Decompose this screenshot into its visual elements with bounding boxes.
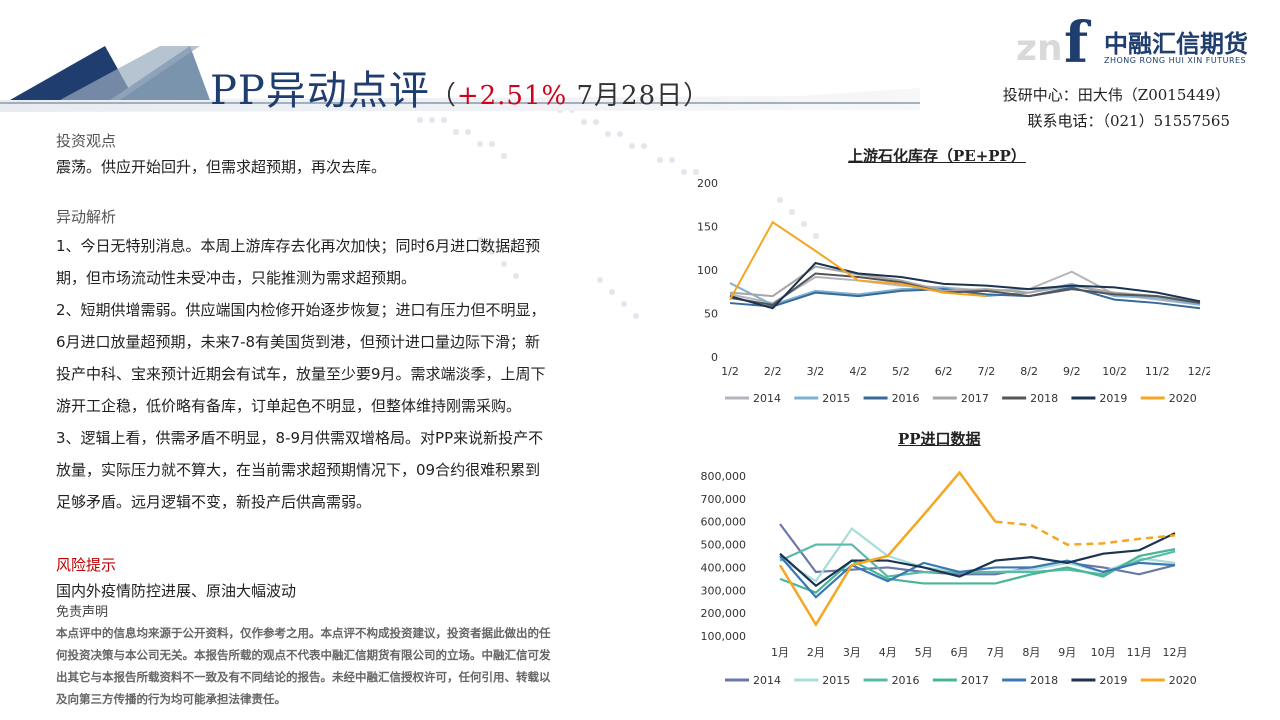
x-tick-label: 11/2 xyxy=(1145,365,1170,378)
commentary-column: 投资观点 震荡。供应开始回升，但需求超预期，再次去库。 异动解析 1、今日无特别… xyxy=(56,128,626,710)
x-tick-label: 6月 xyxy=(951,646,969,659)
x-tick-label: 1月 xyxy=(771,646,789,659)
phone-line: 联系电话：（021）51557565 xyxy=(1027,112,1230,130)
legend-label-2019: 2019 xyxy=(1099,674,1127,687)
logo-mark-f: f xyxy=(1064,10,1089,76)
analyst-line: 投研中心：田大伟（Z0015449） xyxy=(1002,86,1230,104)
x-tick-label: 3/2 xyxy=(807,365,825,378)
legend-label-2017: 2017 xyxy=(961,674,989,687)
analysis-line: 足够矛盾。远月逻辑不变，新投产后供高需弱。 xyxy=(56,493,372,511)
imports-line-chart: 100,000 200,000 300,000 400,000 500,000 600,0… xyxy=(701,470,1197,687)
series-line-2019 xyxy=(729,261,1201,310)
series-line-2019 xyxy=(779,532,1176,588)
analysis-line: 3、逻辑上看，供需矛盾不明显，8-9月供需双增格局。对PP来说新投产不 xyxy=(56,429,544,447)
disclaimer-line: 出其它与本报告所载资料不一致及有不同结论的报告。未经中融汇信授权许可，任何引用、… xyxy=(56,670,551,684)
x-tick-label: 8月 xyxy=(1022,646,1040,659)
view-heading: 投资观点 xyxy=(56,132,117,150)
disclaimer-line: 何投资决策与本公司无关。本报告所载的观点不代表中融汇信期货有限公司的立场。中融汇… xyxy=(56,648,551,662)
header-banner xyxy=(0,46,920,112)
analysis-line: 投产中科、宝来预计近期会有试车，放量至少要9月。需求端淡季，上周下 xyxy=(56,365,546,383)
chart-title-imports: PP进口数据 xyxy=(898,430,981,448)
contact-info: 投研中心：田大伟（Z0015449） 联系电话：（021）51557565 xyxy=(1003,82,1230,134)
analysis-line: 6月进口放量超预期，未来7-8有美国货到港，但预计进口量边际下滑；新 xyxy=(56,333,541,351)
page-title: PP异动点评（+2.51% 7月28日） xyxy=(210,58,710,116)
risk-heading: 风险提示 xyxy=(56,556,117,574)
x-tick-label: 5月 xyxy=(915,646,933,659)
logo-chinese-name: 中融汇信期货 xyxy=(1104,30,1248,58)
x-tick-label: 5/2 xyxy=(892,365,910,378)
analysis-line: 1、今日无特别消息。本周上游库存去化再次加快；同时6月进口数据超预 xyxy=(56,237,541,255)
y-tick-label: 300,000 xyxy=(701,584,747,597)
series-line-2020 xyxy=(729,220,987,301)
title-change: +2.51% xyxy=(456,81,568,111)
legend-label-2015: 2015 xyxy=(822,674,850,687)
view-text: 震荡。供应开始回升，但需求超预期，再次去库。 xyxy=(56,158,387,176)
legend-label-2015: 2015 xyxy=(822,392,850,405)
y-tick-label: 100,000 xyxy=(701,630,747,643)
y-tick-label: 0 xyxy=(711,351,718,364)
legend-label-2017: 2017 xyxy=(961,392,989,405)
series-line-2018 xyxy=(779,555,1176,599)
y-tick-label: 100 xyxy=(697,264,718,277)
chart-title-inventory: 上游石化库存（PE+PP） xyxy=(848,147,1026,165)
analysis-line: 放量，实际压力就不算大，在当前需求超预期情况下，09合约很难积累到 xyxy=(56,461,541,479)
legend-label-2018: 2018 xyxy=(1030,392,1058,405)
x-tick-label: 9/2 xyxy=(1063,365,1081,378)
x-tick-label: 2/2 xyxy=(764,365,782,378)
series-line-2018 xyxy=(729,272,1201,306)
x-tick-label: 10/2 xyxy=(1102,365,1127,378)
y-tick-label: 200,000 xyxy=(701,607,747,620)
x-tick-label: 2月 xyxy=(807,646,825,659)
x-tick-label: 4/2 xyxy=(849,365,867,378)
legend-label-2016: 2016 xyxy=(892,674,920,687)
x-tick-label: 3月 xyxy=(843,646,861,659)
analysis-line: 2、短期供增需弱。供应端国内检修开始逐步恢复；进口有压力但不明显， xyxy=(56,301,546,319)
legend-label-2014: 2014 xyxy=(753,674,781,687)
x-tick-label: 10月 xyxy=(1091,646,1116,659)
series-line-2020-forecast xyxy=(995,520,1176,546)
y-tick-label: 50 xyxy=(704,308,718,321)
logo-english-name: ZHONG RONG HUI XIN FUTURES xyxy=(1104,56,1247,65)
y-tick-label: 400,000 xyxy=(701,561,747,574)
analysis-line: 游开工企稳，低价略有备库，订单起色不明显，但整体维持刚需采购。 xyxy=(56,397,522,415)
y-tick-label: 200 xyxy=(697,177,718,190)
x-tick-label: 8/2 xyxy=(1020,365,1038,378)
legend-label-2020: 2020 xyxy=(1169,392,1197,405)
y-tick-label: 800,000 xyxy=(701,470,747,483)
disclaimer-heading: 免责声明 xyxy=(56,605,109,620)
inventory-line-chart: 0 50 100 150 200 1/2 2/2 3/2 4/2 5/2 6/2 7/2 8/2 9/2 1… xyxy=(697,177,1210,405)
y-tick-label: 700,000 xyxy=(701,493,747,506)
x-tick-label: 4月 xyxy=(879,646,897,659)
title-open: （ xyxy=(429,81,457,111)
y-tick-label: 150 xyxy=(697,221,718,234)
x-tick-label: 12月 xyxy=(1163,646,1188,659)
x-tick-label: 7/2 xyxy=(978,365,996,378)
x-tick-label: 12/2 xyxy=(1188,365,1210,378)
logo-mark-zn: zn xyxy=(1016,28,1063,69)
title-main: PP异动点评 xyxy=(210,68,430,114)
x-tick-label: 7月 xyxy=(986,646,1004,659)
legend-label-2018: 2018 xyxy=(1030,674,1058,687)
disclaimer-line: 本点评中的信息均来源于公开资料，仅作参考之用。本点评不构成投资建议，投资者据此做… xyxy=(56,626,551,640)
series-line-2020 xyxy=(778,470,997,627)
analysis-line: 期，但市场流动性未受冲击，只能推测为需求超预期。 xyxy=(56,269,417,287)
y-tick-label: 500,000 xyxy=(701,539,747,552)
x-tick-label: 11月 xyxy=(1127,646,1152,659)
x-tick-label: 1/2 xyxy=(721,365,739,378)
disclaimer-line: 及向第三方传播的行为均可能承担法律责任。 xyxy=(56,692,286,706)
legend-label-2020: 2020 xyxy=(1169,674,1197,687)
company-logo: zn f 中融汇信期货 ZHONG RONG HUI XIN FUTURES xyxy=(1016,14,1270,74)
y-tick-label: 600,000 xyxy=(701,516,747,529)
title-date: 7月28日） xyxy=(567,81,711,111)
legend-label-2016: 2016 xyxy=(892,392,920,405)
analysis-heading: 异动解析 xyxy=(56,208,117,226)
legend-label-2014: 2014 xyxy=(753,392,781,405)
risk-text: 国内外疫情防控进展、原油大幅波动 xyxy=(56,582,297,600)
x-tick-label: 6/2 xyxy=(935,365,953,378)
legend-label-2019: 2019 xyxy=(1099,392,1127,405)
x-tick-label: 9月 xyxy=(1058,646,1076,659)
